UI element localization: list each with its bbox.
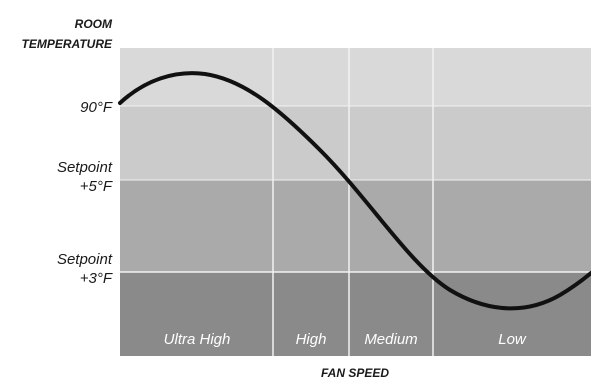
band-middle: [120, 180, 591, 272]
level-label-setpoint-3-line2: +3°F: [80, 270, 113, 287]
y-axis-title-line2: TEMPERATURE: [22, 37, 113, 51]
x-axis-title: FAN SPEED: [321, 366, 389, 380]
fan-speed-medium: Medium: [364, 331, 417, 348]
level-label-90f: 90°F: [80, 99, 113, 116]
level-label-setpoint-3-line1: Setpoint: [57, 251, 113, 268]
band-low: [120, 272, 591, 356]
band-upper: [120, 106, 591, 180]
fan-speed-high: High: [296, 331, 327, 348]
y-axis-title-line1: ROOM: [75, 17, 113, 31]
level-label-setpoint-5-line1: Setpoint: [57, 159, 113, 176]
fan-speed-ultra-high: Ultra High: [164, 331, 231, 348]
band-top: [120, 48, 591, 106]
temperature-curve: [118, 71, 591, 311]
fan-speed-low: Low: [498, 331, 527, 348]
level-label-setpoint-5-line2: +5°F: [80, 178, 113, 195]
